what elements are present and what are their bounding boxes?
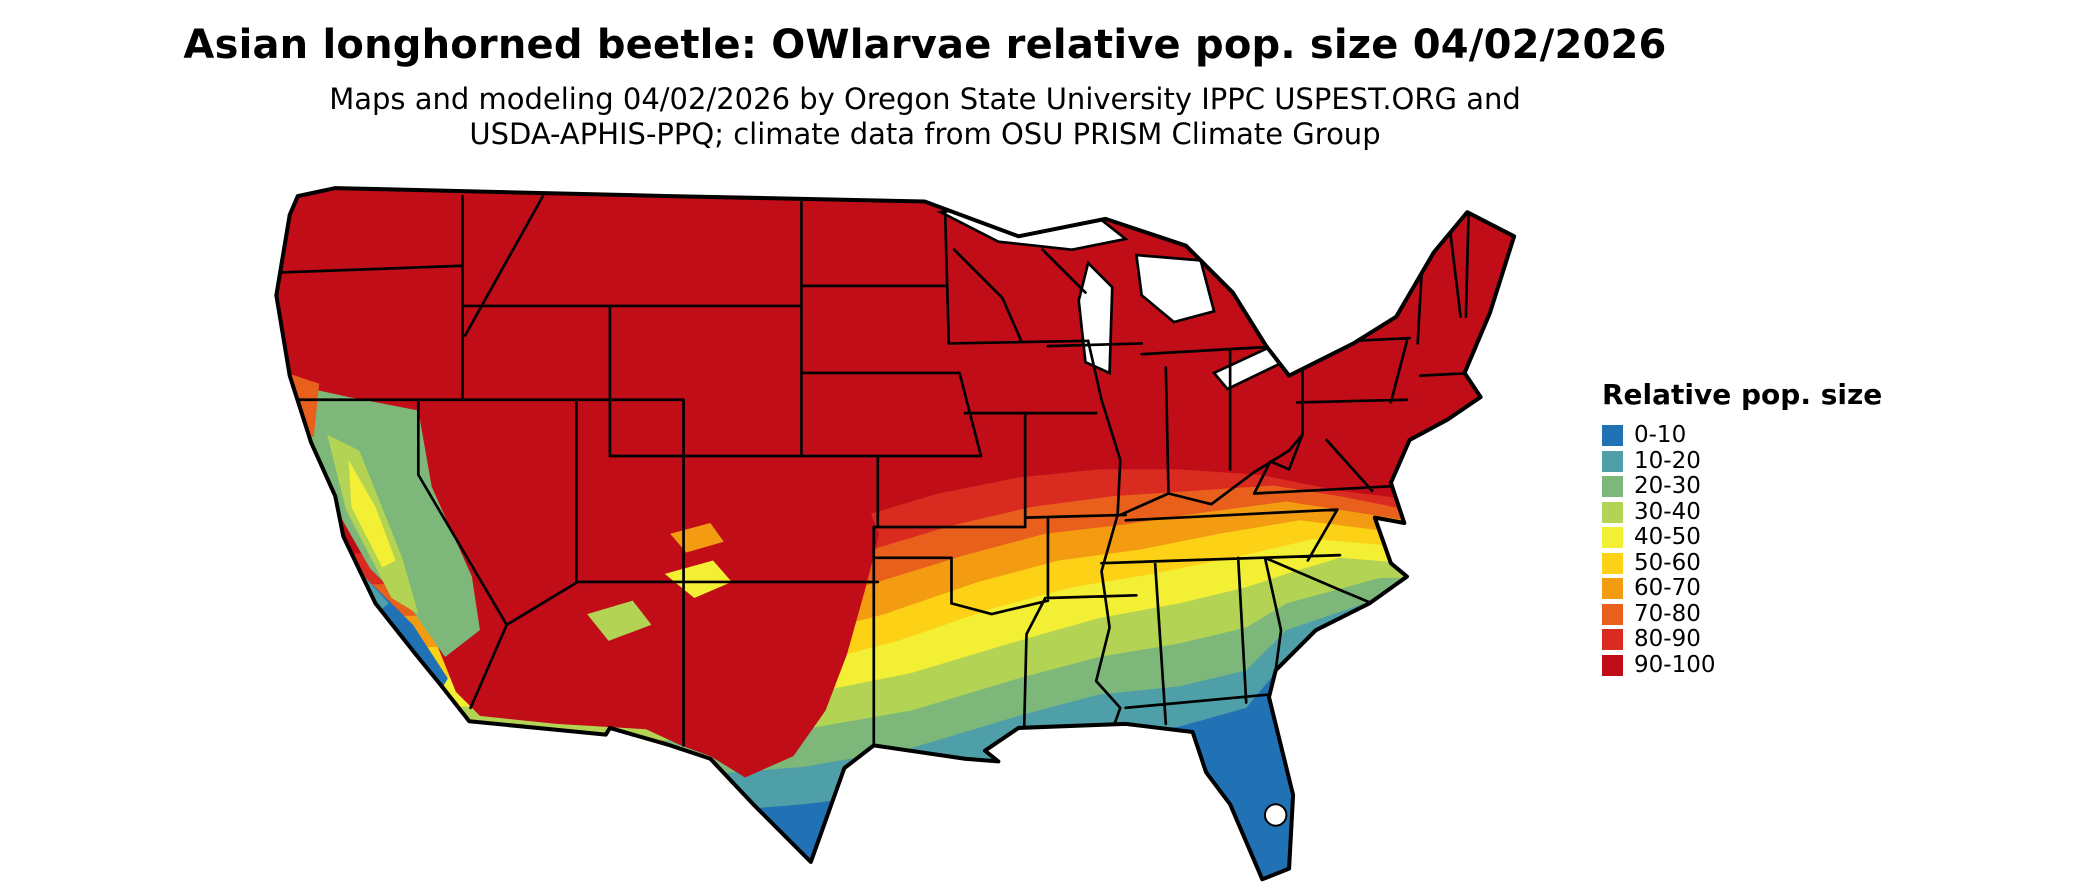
legend-label: 0-10	[1634, 422, 1687, 449]
subtitle-line-2: USDA-APHIS-PPQ; climate data from OSU PR…	[469, 117, 1381, 152]
legend-item: 70-80	[1602, 602, 1922, 628]
legend-item: 10-20	[1602, 449, 1922, 475]
us-outline	[274, 186, 1517, 882]
legend-item: 30-40	[1602, 500, 1922, 526]
legend-item: 50-60	[1602, 551, 1922, 577]
conus-population-map	[268, 172, 1568, 882]
legend-swatch-80-90	[1602, 629, 1623, 651]
legend-item: 40-50	[1602, 525, 1922, 551]
lake-huron	[1134, 253, 1216, 324]
legend-swatch-90-100	[1602, 654, 1623, 676]
legend: Relative pop. size 0-10 10-20 20-30 30-4…	[1602, 378, 1922, 678]
legend-swatch-50-60	[1602, 552, 1623, 574]
legend-swatch-20-30	[1602, 476, 1623, 498]
lake-okeechobee	[1263, 803, 1288, 827]
legend-swatch-60-70	[1602, 578, 1623, 600]
region-california-valley-yellow	[348, 460, 396, 568]
legend-label: 40-50	[1634, 524, 1701, 551]
legend-item: 80-90	[1602, 627, 1922, 653]
legend-label: 80-90	[1634, 626, 1701, 653]
legend-swatch-0-10	[1602, 425, 1623, 447]
legend-swatch-30-40	[1602, 501, 1623, 523]
legend-label: 70-80	[1634, 600, 1701, 627]
legend-label: 10-20	[1634, 447, 1701, 474]
legend-swatch-10-20	[1602, 450, 1623, 472]
region-az-mogollon-green	[587, 600, 652, 641]
legend-label: 30-40	[1634, 498, 1701, 525]
legend-item: 0-10	[1602, 423, 1922, 449]
subtitle: Maps and modeling 04/02/2026 by Oregon S…	[0, 82, 1850, 153]
legend-swatch-70-80	[1602, 603, 1623, 625]
state-borders	[280, 194, 1476, 750]
choropleth-bands	[276, 188, 1515, 880]
legend-item: 90-100	[1602, 653, 1922, 679]
subtitle-line-1: Maps and modeling 04/02/2026 by Oregon S…	[329, 82, 1521, 116]
legend-swatch-40-50	[1602, 527, 1623, 549]
legend-label: 50-60	[1634, 549, 1701, 576]
legend-item: 20-30	[1602, 474, 1922, 500]
us-map-svg	[274, 186, 1517, 882]
legend-label: 90-100	[1634, 651, 1716, 678]
legend-label: 60-70	[1634, 575, 1701, 602]
legend-label: 20-30	[1634, 473, 1701, 500]
region-nm-highlands-yellow	[664, 560, 732, 598]
legend-item: 60-70	[1602, 576, 1922, 602]
page-title: Asian longhorned beetle: OWlarvae relati…	[183, 22, 1667, 68]
legend-title: Relative pop. size	[1602, 378, 1883, 411]
